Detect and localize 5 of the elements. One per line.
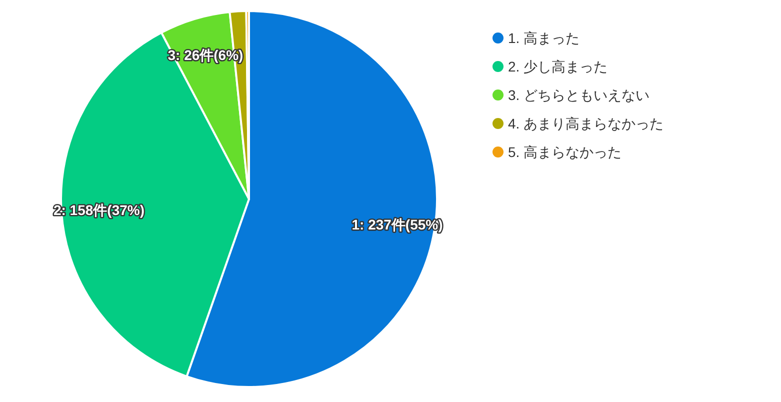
legend-label: 3. どちらともいえない — [508, 87, 650, 103]
legend-label: 5. 高まらなかった — [508, 144, 622, 160]
legend-label: 4. あまり高まらなかった — [508, 116, 664, 132]
legend-label: 2. 少し高まった — [508, 58, 608, 74]
legend-label: 1. 高まった — [508, 30, 580, 46]
